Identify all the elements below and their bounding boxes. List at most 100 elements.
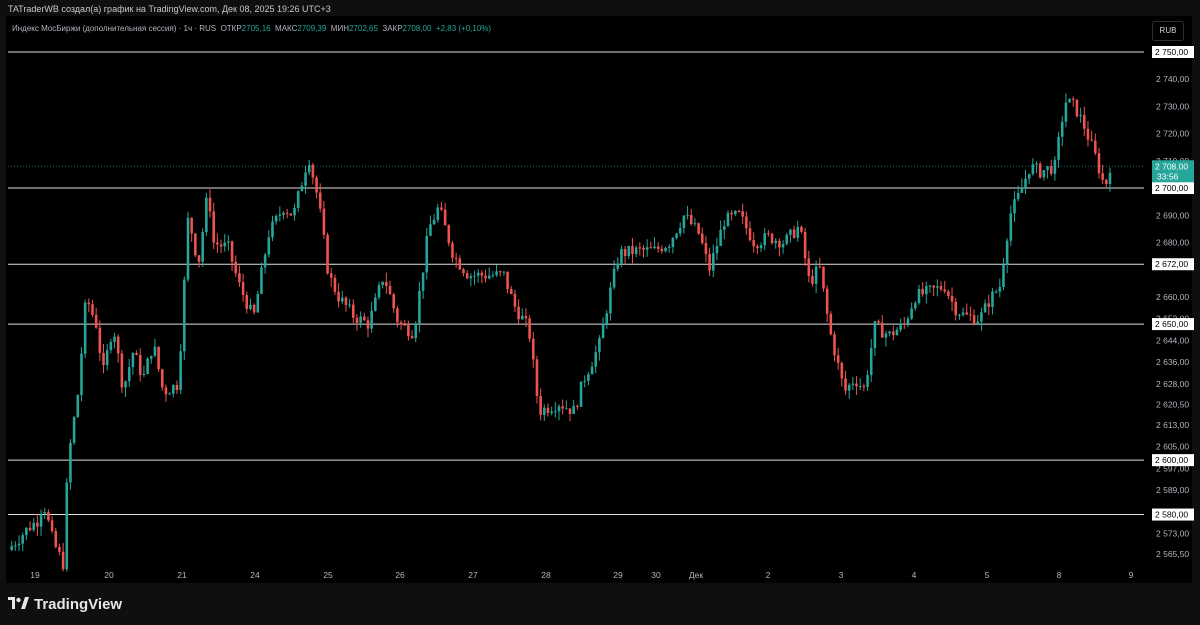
x-tick-label: 29 — [613, 570, 623, 580]
candle-body — [39, 513, 43, 527]
candle-body — [374, 297, 377, 311]
candle-body — [359, 316, 362, 323]
candle-body — [1064, 102, 1068, 122]
level-price-label: 2 580,00 — [1155, 510, 1188, 520]
x-tick-label: 20 — [104, 570, 114, 580]
candle-body — [333, 277, 337, 292]
candle-body — [847, 384, 851, 391]
candle-body — [83, 302, 87, 354]
candle-body — [770, 233, 774, 244]
candle-body — [451, 243, 454, 258]
candle-body — [425, 235, 429, 273]
candle-body — [638, 247, 642, 249]
candle-body — [385, 281, 388, 286]
candle-body — [517, 306, 520, 320]
symbol-name[interactable]: Индекс МосБиржи (дополнительная сессия) … — [12, 24, 217, 33]
candle-body — [487, 275, 491, 279]
candle-body — [223, 242, 227, 247]
candle-body — [568, 408, 572, 414]
candle-body — [656, 246, 660, 249]
candle-body — [440, 207, 443, 210]
candle-body — [781, 243, 785, 248]
x-tick-label: 4 — [912, 570, 917, 580]
candle-body — [700, 233, 704, 244]
candle-body — [138, 354, 142, 376]
candle-body — [436, 207, 440, 220]
candle-body — [1031, 164, 1035, 174]
brand-name: TradingView — [34, 596, 123, 613]
candle-body — [1009, 213, 1013, 241]
y-tick-label: 2 720,00 — [1156, 129, 1189, 139]
candle-body — [54, 531, 58, 547]
candle-body — [473, 275, 476, 277]
candle-body — [914, 303, 917, 309]
candle-body — [296, 191, 300, 208]
candle-body — [998, 287, 1002, 292]
candle-body — [186, 217, 190, 280]
candle-body — [866, 375, 869, 387]
candle-body — [767, 233, 770, 235]
candle-body — [862, 385, 866, 387]
candle-body — [906, 318, 910, 324]
candle-body — [983, 303, 987, 313]
candle-body — [880, 322, 884, 338]
candle-body — [366, 320, 370, 329]
candle-body — [513, 294, 517, 307]
level-price-box — [1152, 182, 1194, 195]
tradingview-logo-icon — [8, 596, 30, 614]
x-tick-label: 9 — [1129, 570, 1134, 580]
candle-body — [609, 287, 612, 314]
candle-body — [307, 164, 311, 173]
high-value: 2709,39 — [297, 24, 327, 33]
candle-body — [943, 289, 946, 292]
candle-body — [142, 373, 146, 376]
level-lines — [8, 51, 1144, 516]
time-axis: 19 20 21 24 25 26 27 28 29 30 Дек 2 3 4 5 8 9 — [30, 570, 1133, 580]
candle-body — [980, 312, 983, 322]
candle-body — [278, 214, 282, 216]
candle-body — [476, 272, 480, 276]
candle-body — [432, 219, 436, 225]
candle-body — [546, 407, 550, 414]
candle-body — [506, 271, 509, 290]
candle-body — [116, 336, 120, 354]
chart-panel[interactable] — [6, 16, 1192, 583]
candle-body — [407, 325, 410, 337]
candle-body — [495, 271, 498, 276]
level-price-box — [1152, 258, 1194, 271]
candle-body — [91, 304, 94, 315]
candle-body — [774, 240, 778, 244]
candle-body — [399, 322, 403, 325]
level-price-box — [1152, 508, 1194, 521]
candle-body — [910, 308, 913, 319]
candle-body — [50, 520, 54, 532]
candle-body — [337, 291, 340, 302]
candle-body — [318, 192, 322, 209]
candle-body — [535, 359, 539, 396]
candle-body — [814, 266, 818, 284]
candle-body — [179, 351, 182, 390]
candle-body — [616, 263, 620, 269]
candles — [10, 93, 1112, 572]
candle-body — [469, 276, 473, 279]
candle-body — [414, 324, 418, 339]
candle-body — [205, 197, 208, 233]
candle-body — [748, 228, 752, 241]
countdown-label: 33:56 — [1157, 171, 1179, 181]
x-tick-label: 25 — [323, 570, 333, 580]
candle-body — [403, 324, 407, 326]
candle-body — [572, 405, 575, 414]
candle-body — [1086, 128, 1090, 140]
candle-body — [888, 331, 891, 334]
y-tick-label: 2 636,00 — [1156, 357, 1189, 367]
candle-body — [737, 211, 741, 213]
currency-button[interactable]: RUB — [1152, 21, 1184, 41]
level-price-label: 2 600,00 — [1155, 455, 1188, 465]
level-price-label: 2 750,00 — [1155, 47, 1188, 57]
level-price-label: 2 650,00 — [1155, 319, 1188, 329]
candle-body — [752, 240, 755, 247]
candle-body — [678, 228, 682, 234]
candle-body — [620, 248, 623, 264]
candle-body — [899, 323, 902, 330]
